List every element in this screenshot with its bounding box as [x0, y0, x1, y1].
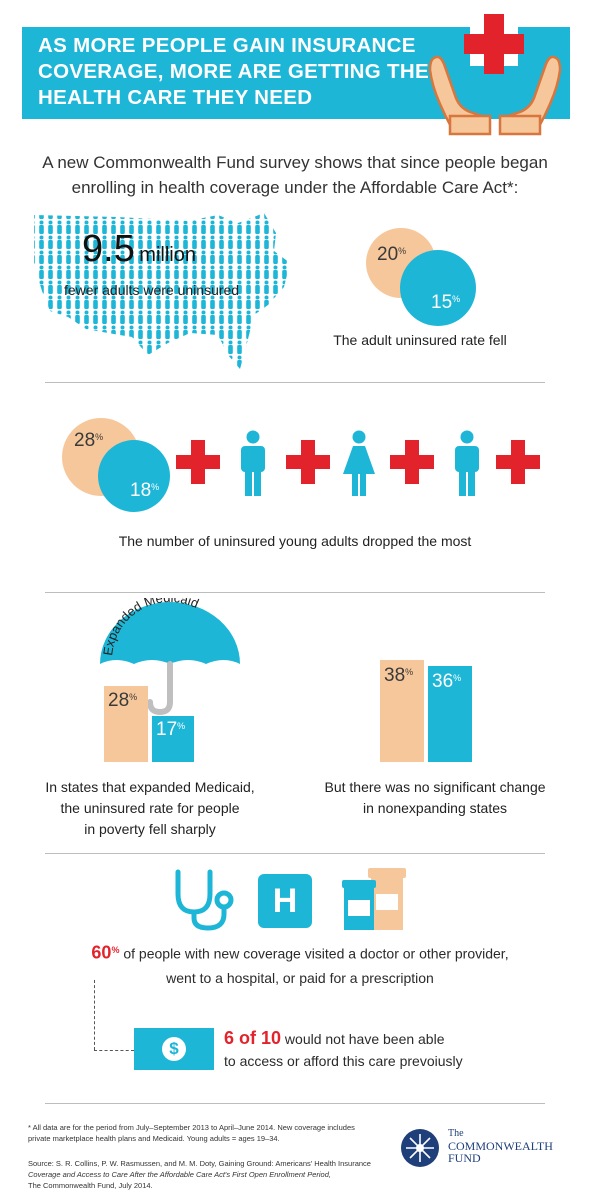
divider — [45, 1103, 545, 1104]
ratio-text: 6 of 10 would not have been able to acce… — [224, 1028, 463, 1069]
map-caption: fewer adults were uninsured — [64, 282, 240, 298]
source-note: Source: S. R. Collins, P. W. Rasmussen, … — [28, 1159, 371, 1190]
stethoscope-icon — [175, 869, 234, 931]
bar-after — [152, 716, 194, 762]
bar-after-label: 17% — [156, 719, 186, 740]
map-number: 9.5 — [82, 228, 135, 270]
red-cross-icon — [176, 440, 220, 484]
section1-caption: The adult uninsured rate fell — [333, 332, 507, 348]
bar-after-label: 36% — [432, 671, 462, 692]
divider — [45, 592, 545, 593]
map-unit: million — [139, 244, 196, 266]
intro-text: A new Commonwealth Fund survey shows tha… — [42, 153, 548, 197]
after-circle — [400, 250, 476, 326]
bar-before — [380, 660, 424, 762]
section3-right-caption: But there was no significant change in n… — [324, 779, 546, 816]
commonwealth-fund-logo-text: The COMMONWEALTH FUND — [448, 1128, 553, 1165]
commonwealth-fund-logo-icon — [401, 1129, 439, 1167]
woman-icon — [343, 430, 375, 496]
man-icon — [455, 430, 479, 496]
red-cross-icon — [390, 440, 434, 484]
red-cross-icon — [496, 440, 540, 484]
stat-text: 60% of people with new coverage visited … — [91, 942, 509, 986]
man-icon — [241, 430, 265, 496]
umbrella-icon: Expanded Medicaid — [100, 598, 240, 716]
dashed-connector — [94, 1050, 134, 1051]
footnote: * All data are for the period from July–… — [28, 1123, 355, 1143]
bar-after — [428, 666, 472, 762]
map-stat: 9.5 million — [82, 228, 196, 271]
red-cross-icon — [286, 440, 330, 484]
section3-left-caption: In states that expanded Medicaid, the un… — [45, 779, 255, 837]
hospital-icon: H — [258, 874, 312, 928]
bar-before-label: 28% — [108, 690, 138, 711]
before-percent: 20% — [377, 244, 407, 265]
bar-before-label: 38% — [384, 665, 414, 686]
header: AS MORE PEOPLE GAIN INSURANCE COVERAGE, … — [0, 0, 590, 138]
section2-caption: The number of uninsured young adults dro… — [118, 533, 472, 549]
divider — [45, 853, 545, 854]
bar-before — [104, 686, 148, 762]
before-percent: 28% — [74, 430, 104, 451]
after-percent: 18% — [130, 480, 160, 501]
us-map-people-icon — [34, 213, 290, 369]
page-title: AS MORE PEOPLE GAIN INSURANCE COVERAGE, … — [38, 34, 429, 109]
stat-number: 60 — [91, 942, 112, 963]
ratio-number: 6 of 10 — [224, 1028, 282, 1048]
after-circle — [98, 440, 170, 512]
hands-holding-red-cross-icon — [428, 14, 562, 136]
prescription-bottles-icon — [342, 868, 406, 930]
dollar-bill-icon: $ — [134, 1028, 214, 1070]
divider — [45, 382, 545, 383]
after-percent: 15% — [431, 292, 461, 313]
dashed-connector — [94, 980, 95, 1050]
